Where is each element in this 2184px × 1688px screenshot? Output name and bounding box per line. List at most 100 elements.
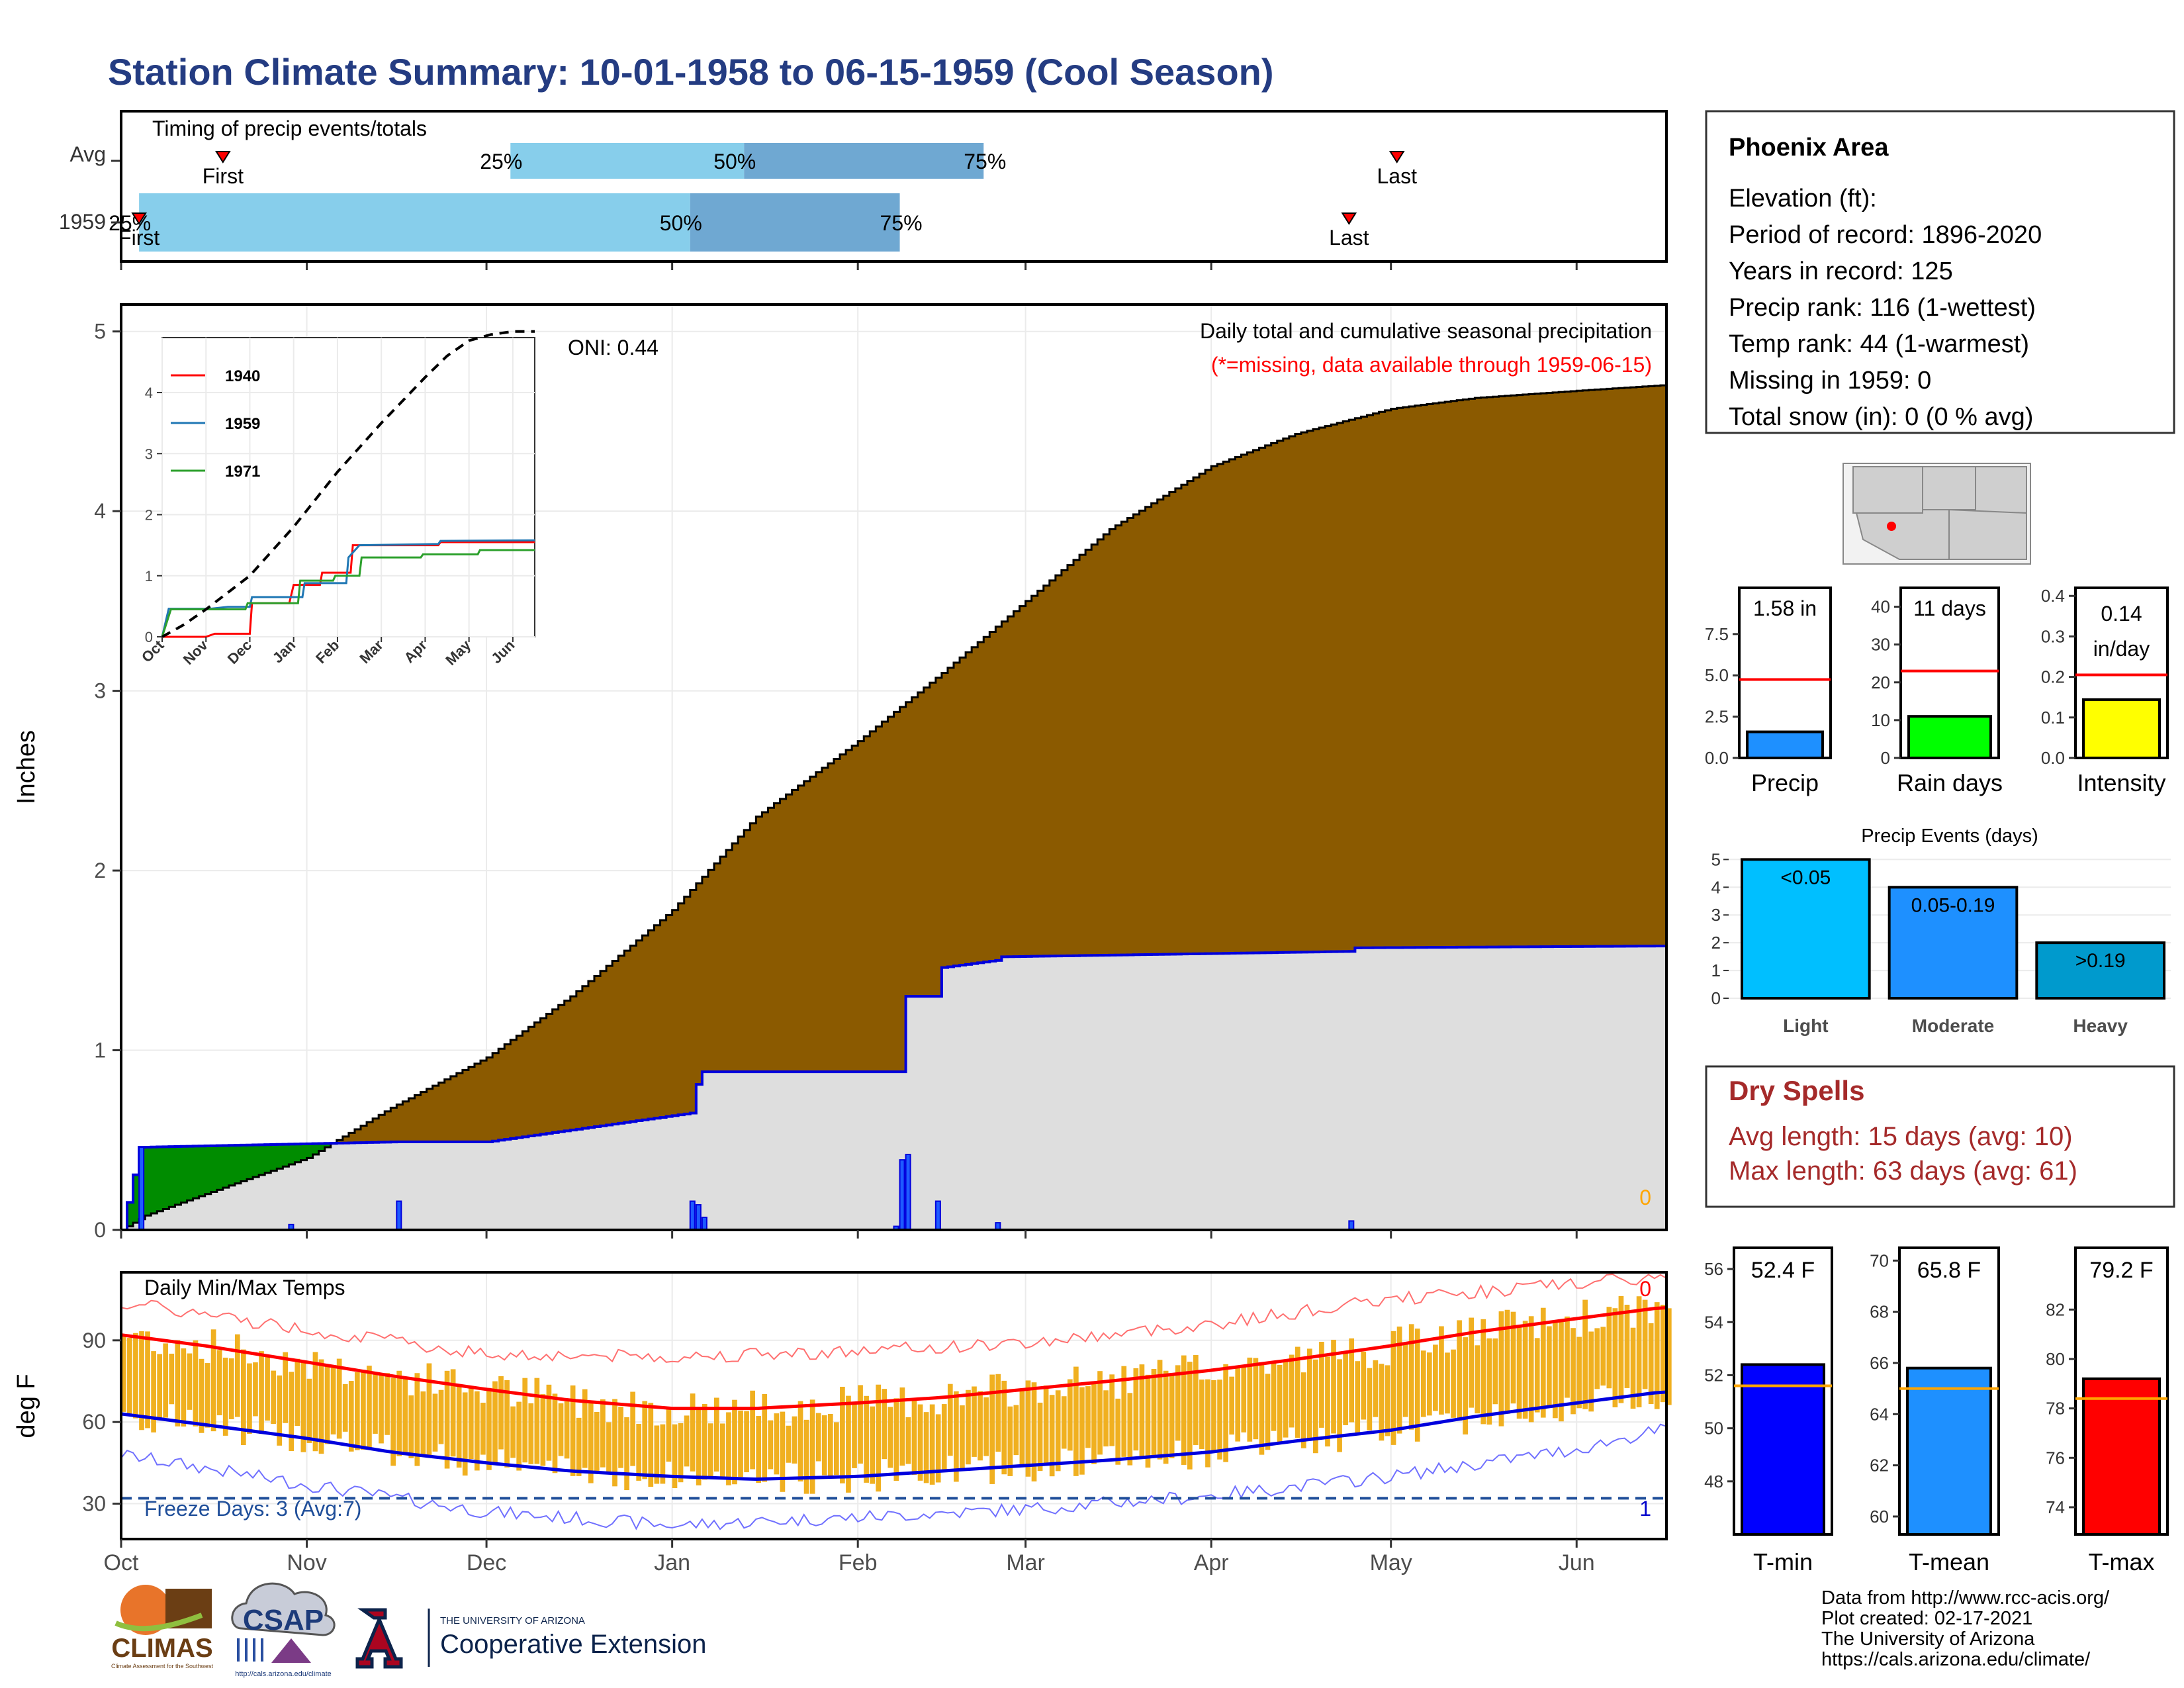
- daily-temp-bar: [1145, 1374, 1151, 1468]
- daily-temp-bar: [1636, 1296, 1642, 1407]
- events-category-label: Light: [1783, 1015, 1828, 1036]
- precip-y-tick-label: 0: [94, 1218, 106, 1242]
- deficit-area: [336, 385, 1666, 1143]
- inset-y-tick-label: 2: [145, 507, 153, 524]
- daily-temp-bar: [1414, 1329, 1420, 1442]
- daily-temp-bar: [1019, 1391, 1025, 1465]
- precip-y-tick-label: 4: [94, 499, 106, 523]
- inset-frame: [161, 337, 535, 637]
- summary-raindays-y-tick-label: 40: [1871, 597, 1890, 617]
- summary-intensity-y-tick-label: 0.1: [2041, 708, 2065, 727]
- map-state-colorado: [1975, 466, 2027, 514]
- daily-temp-bar: [774, 1413, 780, 1475]
- daily-temp-bar: [1337, 1359, 1342, 1452]
- timing-p75-label: 75%: [964, 150, 1006, 173]
- daily-temp-bar: [1283, 1362, 1289, 1438]
- daily-temp-bar: [318, 1359, 324, 1454]
- daily-temp-bar: [588, 1403, 594, 1483]
- climas-sun-icon: [120, 1585, 171, 1635]
- timing-label: Timing of precip events/totals: [152, 117, 427, 140]
- csap-wordmark[interactable]: CSAP: [243, 1604, 324, 1636]
- daily-temp-bar: [187, 1353, 193, 1410]
- daily-temp-bar: [342, 1383, 348, 1432]
- daily-temp-bar: [492, 1381, 498, 1464]
- events-bar: [2035, 941, 2165, 1000]
- daily-temp-bar: [277, 1375, 283, 1446]
- avg-max-line: [120, 1305, 1667, 1411]
- daily-temp-bar: [696, 1409, 702, 1485]
- daily-temp-bar: [306, 1378, 312, 1443]
- daily-temp-bar: [1630, 1327, 1636, 1409]
- summary-tmax-y-tick-label: 76: [2046, 1448, 2065, 1468]
- daily-temp-bar: [833, 1422, 839, 1476]
- daily-temp-bar: [870, 1406, 875, 1484]
- month-label: Jan: [654, 1550, 690, 1575]
- station-marker: [1887, 522, 1896, 531]
- daily-temp-bar: [367, 1366, 372, 1448]
- map-state-nevada: [1852, 466, 1923, 514]
- daily-temp-bar: [1300, 1372, 1306, 1448]
- inset-series-line: [162, 541, 535, 638]
- daily-temp-bar: [234, 1334, 240, 1417]
- summary-tmax-y-tick-label: 74: [2046, 1497, 2065, 1517]
- csap-rain-icon: [237, 1638, 263, 1662]
- daily-temp-bar: [205, 1363, 210, 1428]
- daily-temp-bar: [373, 1374, 378, 1434]
- daily-temp-bar: [840, 1386, 845, 1483]
- daily-temp-bar: [756, 1416, 762, 1483]
- summary-precip-y-tick-label: 0.0: [1705, 748, 1729, 768]
- daily-temp-bar: [1612, 1308, 1618, 1407]
- temp-y-tick-label: 60: [82, 1410, 106, 1434]
- daily-temp-bar: [1163, 1370, 1169, 1464]
- timing-row-avg-label: Avg: [69, 142, 106, 166]
- daily-temp-bar: [726, 1412, 731, 1485]
- climas-swoosh-icon: [114, 1613, 203, 1632]
- daily-temp-bar: [1007, 1406, 1013, 1476]
- temp-y-tick-label: 90: [82, 1329, 106, 1352]
- daily-temp-bar: [858, 1385, 863, 1464]
- daily-temp-bar: [768, 1420, 774, 1470]
- daily-temp-bar: [1654, 1302, 1660, 1409]
- daily-temp-bar: [228, 1358, 234, 1419]
- daily-temp-bar: [1588, 1331, 1594, 1412]
- timing-p50-label: 50%: [713, 150, 756, 173]
- summary-raindays-xlabel: Rain days: [1897, 769, 2003, 796]
- daily-temp-bar: [738, 1410, 743, 1477]
- daily-temp-bar: [312, 1352, 318, 1452]
- summary-tmin-xlabel: T-min: [1753, 1548, 1813, 1575]
- daily-temp-bar: [1043, 1385, 1049, 1464]
- daily-temp-bar: [1582, 1299, 1588, 1409]
- daily-temp-bar: [797, 1401, 803, 1481]
- daily-temp-bar: [516, 1401, 522, 1471]
- daily-temp-bar: [1085, 1386, 1091, 1448]
- daily-temp-bar: [385, 1373, 390, 1435]
- daily-temp-bar: [893, 1398, 899, 1481]
- daily-temp-bar: [336, 1358, 342, 1439]
- daily-temp-bar: [642, 1401, 648, 1479]
- summary-tmin-y-tick-label: 48: [1704, 1472, 1723, 1491]
- daily-temp-bar: [456, 1385, 462, 1468]
- daily-temp-bar: [1199, 1380, 1205, 1449]
- climas-wordmark[interactable]: CLIMAS: [111, 1634, 212, 1663]
- summary-precip-value-label: 1.58 in: [1753, 596, 1817, 620]
- summary-tmean-xlabel: T-mean: [1909, 1548, 1989, 1575]
- daily-temp-bar: [1408, 1324, 1414, 1430]
- daily-temp-bar: [983, 1397, 989, 1456]
- summary-tmax-bar: [2082, 1377, 2161, 1536]
- daily-temp-bar: [1379, 1364, 1385, 1441]
- daily-temp-bar: [402, 1377, 408, 1456]
- daily-temp-bar: [420, 1391, 426, 1455]
- events-category-label: Moderate: [1912, 1015, 1994, 1036]
- summary-raindays-y-tick-label: 0: [1881, 748, 1890, 768]
- temp-label: Daily Min/Max Temps: [144, 1276, 345, 1299]
- daily-temp-bar: [1223, 1364, 1228, 1462]
- ua-big-text[interactable]: Cooperative Extension: [440, 1630, 706, 1659]
- observed-cumulative-line: [121, 945, 1666, 1231]
- daily-temp-bar: [1157, 1360, 1163, 1460]
- inset-series-line: [161, 539, 535, 637]
- daily-temp-bar: [1660, 1305, 1666, 1403]
- daily-temp-bar: [809, 1399, 815, 1494]
- daily-temp-bar: [630, 1391, 635, 1466]
- summary-tmean-y-tick-label: 64: [1870, 1404, 1889, 1424]
